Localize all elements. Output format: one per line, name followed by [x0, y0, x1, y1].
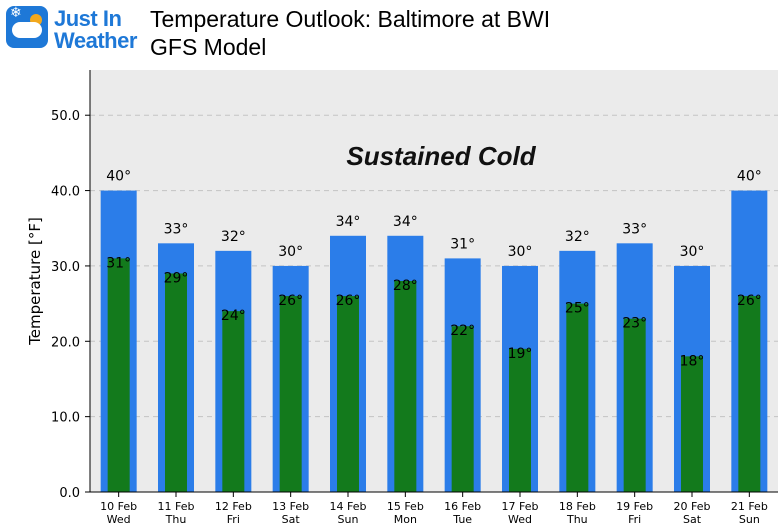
x-tick-label-date: 17 Feb [502, 500, 539, 513]
x-tick-label-date: 10 Feb [100, 500, 137, 513]
low-temp-bar [509, 348, 531, 492]
logo-text-line2: Weather [54, 28, 137, 53]
logo-text-line1: Just In [54, 6, 122, 31]
x-tick-label-date: 20 Feb [674, 500, 711, 513]
cloud-icon [12, 22, 42, 38]
y-tick-label: 50.0 [51, 109, 80, 124]
x-tick-label-day: Wed [107, 513, 131, 526]
y-axis-label: Temperature [°F] [26, 217, 44, 346]
x-tick-label-day: Mon [394, 513, 417, 526]
x-tick-label-date: 13 Feb [272, 500, 309, 513]
high-temp-label: 33° [622, 221, 647, 237]
low-temp-label: 26° [336, 293, 361, 309]
x-tick-label-day: Fri [227, 513, 240, 526]
snowflake-cloud-sun-icon: ❄ [6, 6, 48, 48]
snowflake-icon: ❄ [10, 5, 22, 21]
y-tick-label: 40.0 [51, 185, 80, 200]
low-temp-bar [337, 296, 359, 492]
low-temp-bar [623, 318, 646, 492]
low-temp-label: 19° [508, 346, 533, 362]
high-temp-label: 30° [680, 244, 705, 260]
y-tick-label: 20.0 [51, 335, 80, 350]
page-subtitle: GFS Model [150, 34, 267, 60]
low-temp-bar [566, 303, 589, 492]
x-tick-label-date: 18 Feb [559, 500, 596, 513]
low-temp-bar [738, 296, 761, 492]
x-tick-label-day: Thu [566, 513, 588, 526]
low-temp-label: 18° [680, 353, 705, 369]
low-temp-bar [222, 311, 245, 492]
y-tick-label: 30.0 [51, 260, 80, 275]
high-temp-label: 40° [737, 169, 762, 185]
low-temp-bar [279, 296, 302, 492]
low-temp-label: 23° [622, 316, 647, 332]
high-temp-label: 32° [221, 229, 246, 245]
high-temp-label: 33° [164, 221, 189, 237]
x-tick-label-day: Sun [338, 513, 359, 526]
x-tick-label-date: 21 Feb [731, 500, 768, 513]
x-tick-label-day: Sun [739, 513, 760, 526]
low-temp-bar [107, 258, 130, 492]
low-temp-bar [394, 281, 417, 492]
low-temp-label: 25° [565, 301, 590, 317]
x-tick-label-date: 14 Feb [330, 500, 367, 513]
high-temp-label: 30° [278, 244, 303, 260]
low-temp-label: 22° [450, 323, 475, 339]
low-temp-label: 29° [164, 270, 189, 286]
x-tick-label-date: 12 Feb [215, 500, 252, 513]
low-temp-bar [681, 356, 703, 492]
x-tick-label-day: Sat [683, 513, 702, 526]
high-temp-label: 30° [508, 244, 533, 260]
x-tick-label-date: 16 Feb [444, 500, 481, 513]
high-temp-label: 40° [106, 169, 131, 185]
page-title: Temperature Outlook: Baltimore at BWI [150, 6, 551, 32]
x-tick-label-day: Fri [628, 513, 641, 526]
y-tick-label: 0.0 [59, 486, 80, 501]
x-tick-label-date: 15 Feb [387, 500, 424, 513]
x-tick-label-day: Thu [165, 513, 187, 526]
high-temp-label: 31° [450, 236, 475, 252]
brand-logo: ❄ Just In Weather [6, 4, 146, 56]
plot-area [90, 70, 778, 492]
low-temp-label: 28° [393, 278, 418, 294]
x-tick-label-date: 11 Feb [158, 500, 195, 513]
low-temp-bar [165, 273, 187, 492]
y-tick-label: 10.0 [51, 411, 80, 426]
low-temp-label: 26° [737, 293, 762, 309]
x-tick-label-day: Sat [282, 513, 301, 526]
chart-annotation: Sustained Cold [346, 141, 536, 171]
low-temp-bar [451, 326, 474, 492]
high-temp-label: 32° [565, 229, 590, 245]
x-tick-label-date: 19 Feb [616, 500, 653, 513]
low-temp-label: 24° [221, 308, 246, 324]
high-temp-label: 34° [393, 214, 418, 230]
x-tick-label-day: Tue [452, 513, 472, 526]
high-temp-label: 34° [336, 214, 361, 230]
low-temp-label: 26° [278, 293, 303, 309]
x-tick-label-day: Wed [508, 513, 532, 526]
low-temp-label: 31° [106, 255, 131, 271]
